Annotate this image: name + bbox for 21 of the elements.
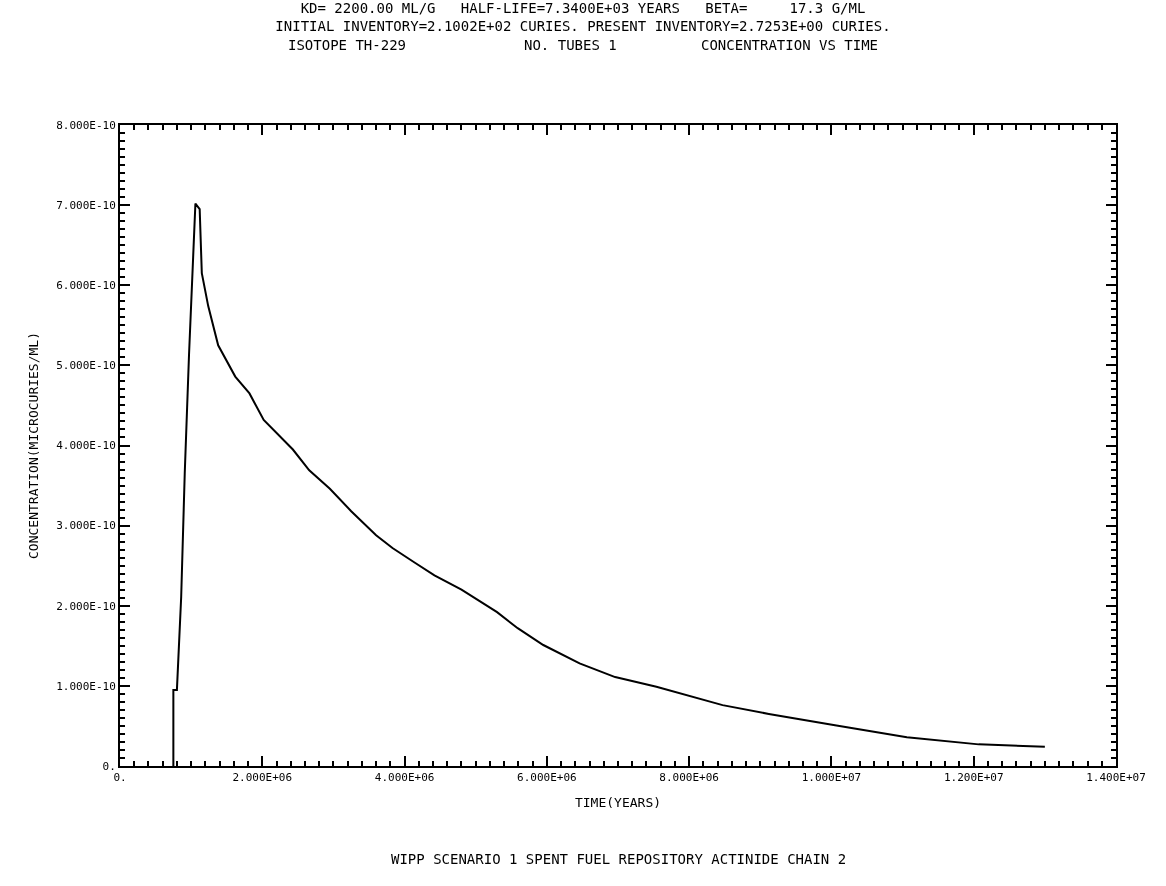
y-tick-label: 5.000E-10 — [56, 359, 116, 373]
y-tick-label: 4.000E-10 — [56, 439, 116, 453]
x-tick-label: 8.000E+06 — [659, 771, 719, 785]
x-tick-label: 1.200E+07 — [943, 771, 1004, 785]
chart-title: KD= 2200.00 ML/G HALF-LIFE=7.3400E+03 YEARS BETA= 17.3 G/ML INITIAL INVENTORY=2.1002E+02 CURIES. PRESENT INVENTORY=2.7253E+00 CURIES. ISOTOPE TH-229 NO. TUBES 1 CONCENTRATION VS TIME — [275, 0, 891, 53]
y-tick-label: 7.000E-10 — [56, 198, 116, 212]
x-tick-label: 6.000E+06 — [517, 771, 577, 785]
text: WIPP SCENARIO 1 SPENT FUEL REPOSITORY ACTINIDE CHAIN 2 — [391, 851, 847, 867]
y-tick-label: 2.000E-10 — [56, 599, 116, 613]
y-tick-label: 6.000E-10 — [56, 279, 116, 293]
x-tick-label: 1.000E+07 — [801, 771, 862, 785]
y-tick-label: 0. — [102, 759, 116, 773]
y-axis-title: CONCENTRATION(MICROCURIES/ML) — [25, 332, 41, 559]
x-tick-label: 1.400E+07 — [1086, 771, 1146, 785]
x-tick-label: 2.000E+06 — [232, 771, 293, 785]
y-tick-label: 3.000E-10 — [56, 519, 116, 533]
y-tick-label: 8.000E-10 — [56, 118, 116, 132]
x-tick-label: 0. — [113, 771, 127, 785]
x-tick-label: 4.000E+06 — [374, 771, 435, 785]
x-axis-title: TIME(YEARS) — [574, 795, 662, 811]
y-tick-label: 1.000E-10 — [56, 679, 116, 693]
